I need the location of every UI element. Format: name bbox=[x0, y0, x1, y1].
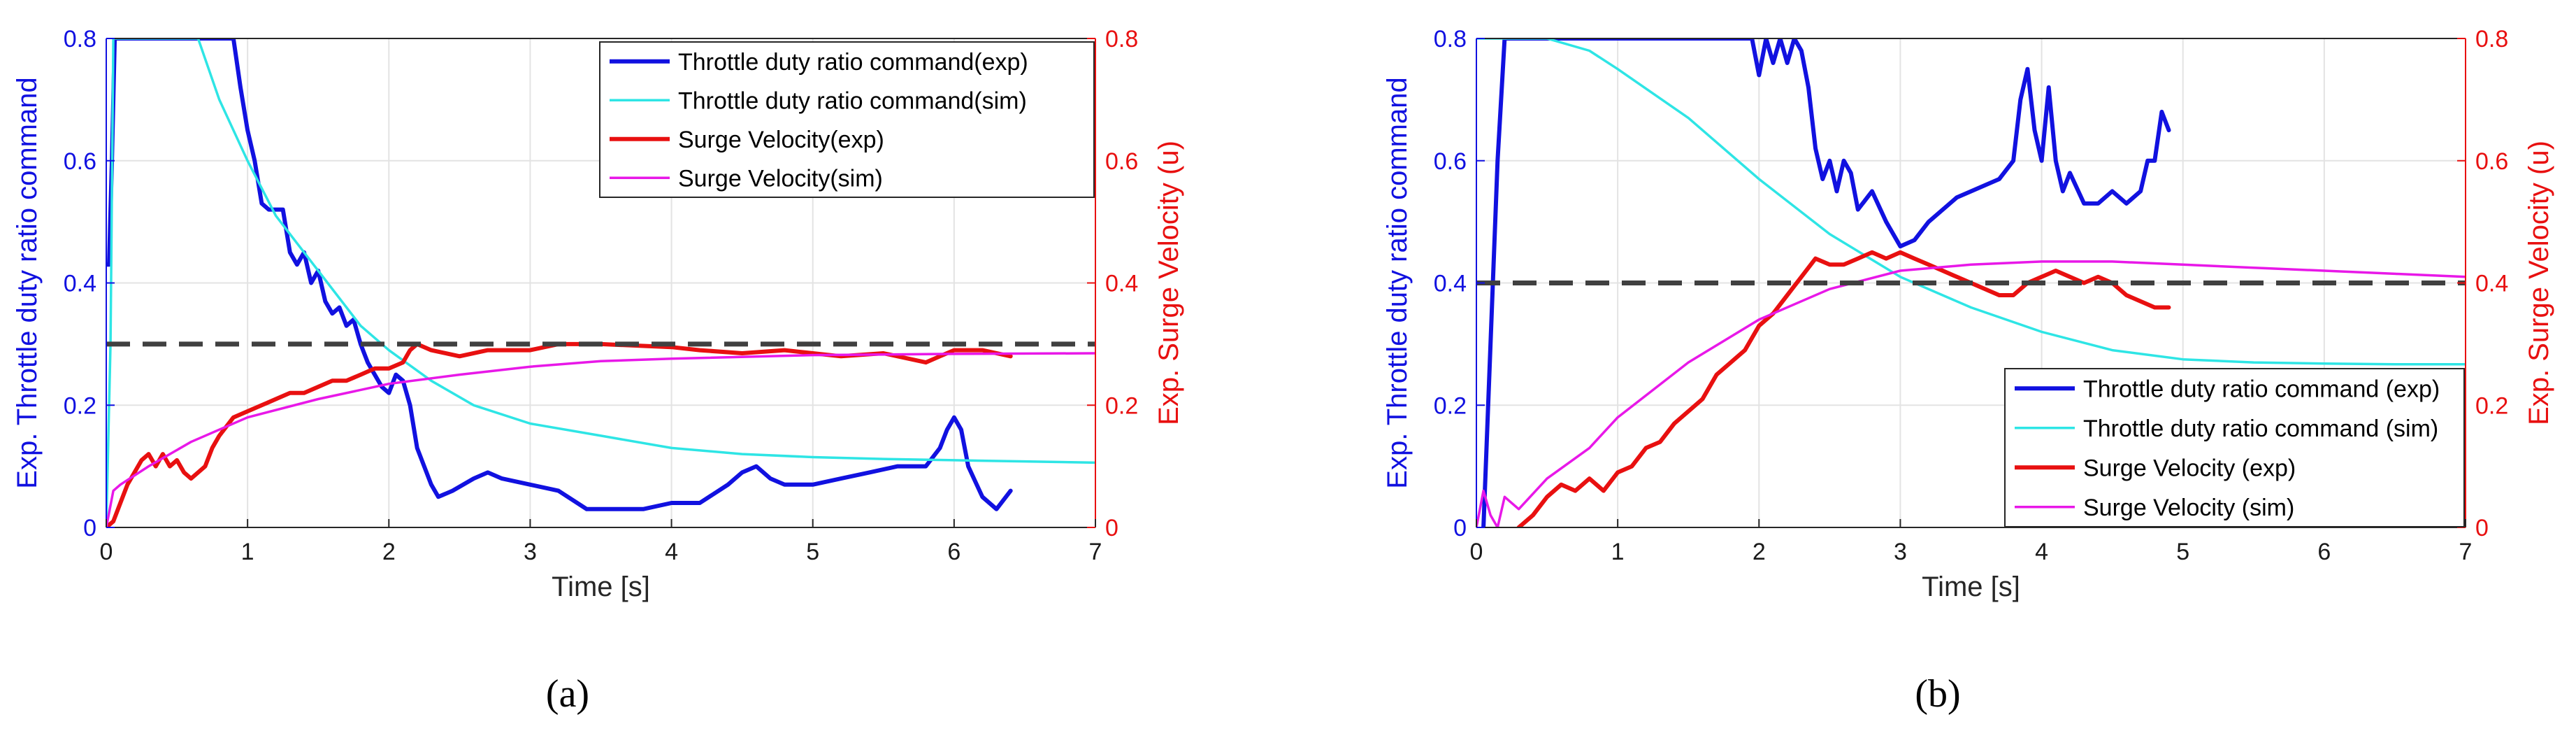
series-line-throttle-duty-ratio-command-exp bbox=[1481, 38, 2171, 527]
y-tick-label-left: 0.8 bbox=[1434, 26, 1467, 52]
x-tick-label: 7 bbox=[2459, 539, 2473, 565]
x-tick-label: 5 bbox=[806, 539, 819, 565]
x-tick-label: 0 bbox=[100, 539, 113, 565]
legend-entry: Throttle duty ratio command(sim) bbox=[678, 87, 1027, 114]
series-line-throttle-duty-ratio-command-sim bbox=[106, 38, 1095, 527]
y-tick-label-right: 0.8 bbox=[2475, 26, 2508, 52]
y-tick-label-right: 0 bbox=[2475, 515, 2489, 541]
y-tick-label-left: 0.6 bbox=[1434, 148, 1467, 175]
y-tick-label-left: 0.2 bbox=[64, 392, 96, 419]
x-tick-label: 4 bbox=[665, 539, 678, 565]
series-line-surge-velocity-exp bbox=[1516, 250, 2171, 527]
legend-entry: Surge Velocity (exp) bbox=[2083, 455, 2296, 481]
y-tick-label-left: 0.4 bbox=[64, 271, 96, 297]
series-line-surge-velocity-sim bbox=[1476, 260, 2466, 527]
y-tick-label-left: 0 bbox=[1453, 515, 1467, 541]
y-tick-label-right: 0.2 bbox=[1105, 392, 1138, 419]
x-tick-label: 5 bbox=[2176, 539, 2189, 565]
x-tick-label: 3 bbox=[524, 539, 537, 565]
series-line-surge-velocity-sim bbox=[106, 352, 1095, 527]
y-tick-label-left: 0 bbox=[83, 515, 96, 541]
x-tick-label: 4 bbox=[2035, 539, 2048, 565]
panel-label: (b) bbox=[1915, 672, 1960, 716]
x-tick-label: 3 bbox=[1894, 539, 1907, 565]
legend-box bbox=[599, 41, 1095, 198]
y-tick-label-left: 0.2 bbox=[1434, 392, 1467, 419]
y-tick-label-right: 0.2 bbox=[2475, 392, 2508, 419]
y-axis-label-right: Exp. Surge Velocity (u) bbox=[1153, 141, 1184, 425]
x-tick-label: 7 bbox=[1089, 539, 1102, 565]
x-tick-label: 0 bbox=[1470, 539, 1483, 565]
series-line-throttle-duty-ratio-command-sim bbox=[1476, 38, 2466, 366]
legend-entry: Surge Velocity (sim) bbox=[2083, 495, 2294, 521]
panel-label: (a) bbox=[546, 672, 589, 716]
y-axis-label-left: Exp. Throttle duty ratio command bbox=[1382, 77, 1413, 488]
y-axis-label-left: Exp. Throttle duty ratio command bbox=[12, 77, 43, 488]
x-tick-label: 2 bbox=[1753, 539, 1766, 565]
x-axis-label: Time [s] bbox=[1922, 572, 2020, 602]
series-group bbox=[106, 38, 1095, 527]
y-tick-label-left: 0.4 bbox=[1434, 271, 1467, 297]
series-line-throttle-duty-ratio-command-exp bbox=[106, 38, 1013, 511]
x-tick-label: 1 bbox=[241, 539, 254, 565]
legend-entry: Throttle duty ratio command (exp) bbox=[2083, 376, 2440, 402]
y-tick-label-right: 0 bbox=[1105, 515, 1118, 541]
y-tick-label-right: 0.4 bbox=[2475, 271, 2508, 297]
y-tick-label-left: 0.6 bbox=[64, 148, 96, 175]
y-tick-label-right: 0.8 bbox=[1105, 26, 1138, 52]
x-axis-label: Time [s] bbox=[552, 572, 650, 602]
legend-entry: Throttle duty ratio command (sim) bbox=[2083, 416, 2438, 442]
y-tick-label-right: 0.6 bbox=[2475, 148, 2508, 175]
legend: Throttle duty ratio command(exp) Throttle… bbox=[599, 41, 1095, 198]
legend-entry: Throttle duty ratio command(exp) bbox=[678, 49, 1028, 76]
x-tick-label: 6 bbox=[947, 539, 960, 565]
legend: Throttle duty ratio command (exp) Throttl… bbox=[2004, 368, 2465, 527]
y-tick-label-right: 0.4 bbox=[1105, 271, 1138, 297]
y-tick-label-right: 0.6 bbox=[1105, 148, 1138, 175]
x-tick-label: 1 bbox=[1611, 539, 1625, 565]
y-axis-label-right: Exp. Surge Velocity (u) bbox=[2524, 141, 2554, 425]
x-tick-label: 2 bbox=[382, 539, 396, 565]
legend-entry: Surge Velocity(sim) bbox=[678, 165, 883, 192]
legend-box bbox=[2004, 368, 2465, 527]
x-tick-label: 6 bbox=[2317, 539, 2331, 565]
legend-entry: Surge Velocity(exp) bbox=[678, 127, 884, 153]
y-tick-label-left: 0.8 bbox=[64, 26, 96, 52]
series-group bbox=[1476, 38, 2466, 527]
